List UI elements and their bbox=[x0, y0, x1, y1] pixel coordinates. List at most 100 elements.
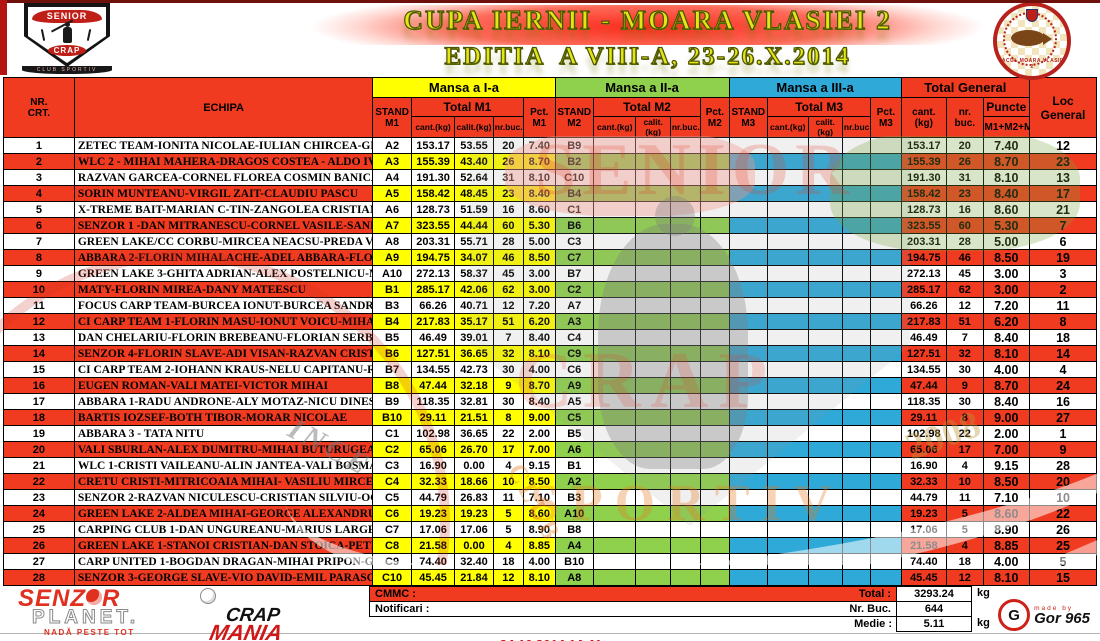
table-header: NR. CRT. ECHIPA Mansa a I-a Mansa a II-a… bbox=[3, 77, 1097, 138]
stand-m2-cell: B7 bbox=[554, 265, 594, 282]
total-puncte-cell: 8.60 bbox=[982, 505, 1031, 522]
row-number: 8 bbox=[3, 249, 75, 266]
total-puncte-cell: 3.00 bbox=[982, 265, 1031, 282]
cant-m2-cell bbox=[592, 233, 637, 250]
cant-m3-cell bbox=[767, 313, 809, 330]
nrbuc-m3-cell bbox=[841, 281, 872, 298]
pct-m3-cell bbox=[870, 537, 902, 554]
total-puncte-cell: 8.10 bbox=[982, 569, 1031, 586]
stand-m1-cell: B5 bbox=[372, 329, 412, 346]
pct-m3-cell bbox=[870, 473, 902, 490]
pct-m2-cell bbox=[700, 361, 730, 378]
notificari-bar: Notificari : Nr. Buc. bbox=[369, 601, 897, 617]
cant-m2-cell bbox=[592, 185, 637, 202]
cant-m1-cell: 45.45 bbox=[410, 569, 456, 586]
nrbuc-m1-cell: 11 bbox=[492, 489, 525, 506]
stand-m2-cell: C7 bbox=[554, 249, 594, 266]
cant-m2-cell bbox=[592, 361, 637, 378]
row-number: 10 bbox=[3, 281, 75, 298]
stand-m3-cell bbox=[728, 393, 769, 410]
total-nrbuc-cell: 32 bbox=[946, 345, 984, 362]
calit-m2-cell bbox=[635, 505, 671, 522]
lake-badge-logo: LACUL MOARA VLASIEI 2 bbox=[993, 2, 1071, 80]
nrbuc-m2-cell bbox=[669, 249, 702, 266]
stand-m3-cell bbox=[728, 409, 769, 426]
nrbuc-m2-cell bbox=[669, 217, 702, 234]
loc-general-cell: 8 bbox=[1029, 313, 1097, 330]
cant-m3-cell bbox=[767, 393, 809, 410]
cant-m3-cell bbox=[767, 457, 809, 474]
banner-right: LACUL MOARA VLASIEI 2 bbox=[985, 0, 1100, 80]
cant-m1-cell: 153.17 bbox=[410, 137, 456, 154]
pct-m3-cell bbox=[870, 553, 902, 570]
table-row: 16 EUGEN ROMAN-VALI MATEI-VICTOR MIHAI B… bbox=[3, 377, 1097, 394]
nrbuc-m3-cell bbox=[841, 537, 872, 554]
stand-m1-cell: A9 bbox=[372, 249, 412, 266]
total-nrbuc-cell: 62 bbox=[946, 281, 984, 298]
stand-m2-cell: A3 bbox=[554, 313, 594, 330]
nrbuc-m1-cell: 32 bbox=[492, 345, 525, 362]
left-border bbox=[0, 0, 7, 75]
nrbuc-m3-cell bbox=[841, 249, 872, 266]
total-nrbuc-cell: 20 bbox=[946, 137, 984, 154]
cant-m3-cell bbox=[767, 153, 809, 170]
stand-m1-cell: C9 bbox=[372, 553, 412, 570]
calit-m3-cell bbox=[807, 137, 843, 154]
calit-m2-cell bbox=[635, 441, 671, 458]
nrbuc-m3-cell bbox=[841, 393, 872, 410]
nrbuc-m2-cell bbox=[669, 425, 702, 442]
calit-m2-cell bbox=[635, 249, 671, 266]
total-nrbuc-cell: 45 bbox=[946, 265, 984, 282]
calit-m2-cell bbox=[635, 473, 671, 490]
loc-general-cell: 11 bbox=[1029, 297, 1097, 314]
cant-m3-cell bbox=[767, 249, 809, 266]
total-cant-cell: 102.98 bbox=[900, 425, 948, 442]
cant-m2-cell bbox=[592, 313, 637, 330]
nrbuc-m1-cell: 30 bbox=[492, 361, 525, 378]
stand-m2-cell: B2 bbox=[554, 153, 594, 170]
row-number: 25 bbox=[3, 521, 75, 538]
total-puncte-cell: 8.60 bbox=[982, 201, 1031, 218]
nrbuc-m3-cell bbox=[841, 169, 872, 186]
medie-unit: kg bbox=[977, 617, 990, 629]
totals-box: CMMC : Total : 3293.24 kg Notificari : N… bbox=[369, 586, 1017, 632]
nrbuc-m3-cell bbox=[841, 473, 872, 490]
shield-top-band: SENIOR bbox=[32, 10, 102, 23]
total-puncte-cell: 8.90 bbox=[982, 521, 1031, 538]
header-nr-crt: NR. CRT. bbox=[3, 77, 75, 138]
total-nrbuc-cell: 11 bbox=[946, 489, 984, 506]
team-name: WLC 2 - MIHAI MAHERA-DRAGOS COSTEA - ALD… bbox=[73, 153, 374, 170]
stand-m1-cell: A2 bbox=[372, 137, 412, 154]
nrbuc-m1-cell: 4 bbox=[492, 457, 525, 474]
gor965-logo: G made by Gor 965 bbox=[998, 599, 1090, 631]
stand-m2-cell: A8 bbox=[554, 569, 594, 586]
title-red-glow bbox=[310, 5, 985, 45]
nrbuc-m2-cell bbox=[669, 441, 702, 458]
nrbuc-m3-cell bbox=[841, 441, 872, 458]
table-row: 17 ABBARA 1-RADU ANDRONE-ALY MOTAZ-NICU … bbox=[3, 393, 1097, 410]
nrbuc-m3-cell bbox=[841, 553, 872, 570]
pct-m1-cell: 5.00 bbox=[523, 233, 556, 250]
loc-general-cell: 24 bbox=[1029, 377, 1097, 394]
total-cant-cell: 21.58 bbox=[900, 537, 948, 554]
medie-row: Medie : 5.11 kg bbox=[369, 616, 1017, 632]
total-cant-cell: 19.23 bbox=[900, 505, 948, 522]
nrbuc-m1-cell: 7 bbox=[492, 329, 525, 346]
total-puncte-cell: 4.00 bbox=[982, 361, 1031, 378]
calit-m2-cell bbox=[635, 361, 671, 378]
nrbuc-m2-cell bbox=[669, 361, 702, 378]
loc-general-cell: 14 bbox=[1029, 345, 1097, 362]
stand-m1-cell: A3 bbox=[372, 153, 412, 170]
nrbuc-m3-cell bbox=[841, 233, 872, 250]
row-number: 18 bbox=[3, 409, 75, 426]
stand-m3-cell bbox=[728, 473, 769, 490]
cant-m2-cell bbox=[592, 249, 637, 266]
calit-m2-cell bbox=[635, 489, 671, 506]
nrbuc-m3-cell bbox=[841, 409, 872, 426]
stand-m1-cell: C8 bbox=[372, 537, 412, 554]
team-name: CARP UNITED 1-BOGDAN DRAGAN-MIHAI PRIPON… bbox=[73, 553, 374, 570]
calit-m3-cell bbox=[807, 409, 843, 426]
nrbuc-m2-cell bbox=[669, 377, 702, 394]
nrbuc-m3-cell bbox=[841, 313, 872, 330]
